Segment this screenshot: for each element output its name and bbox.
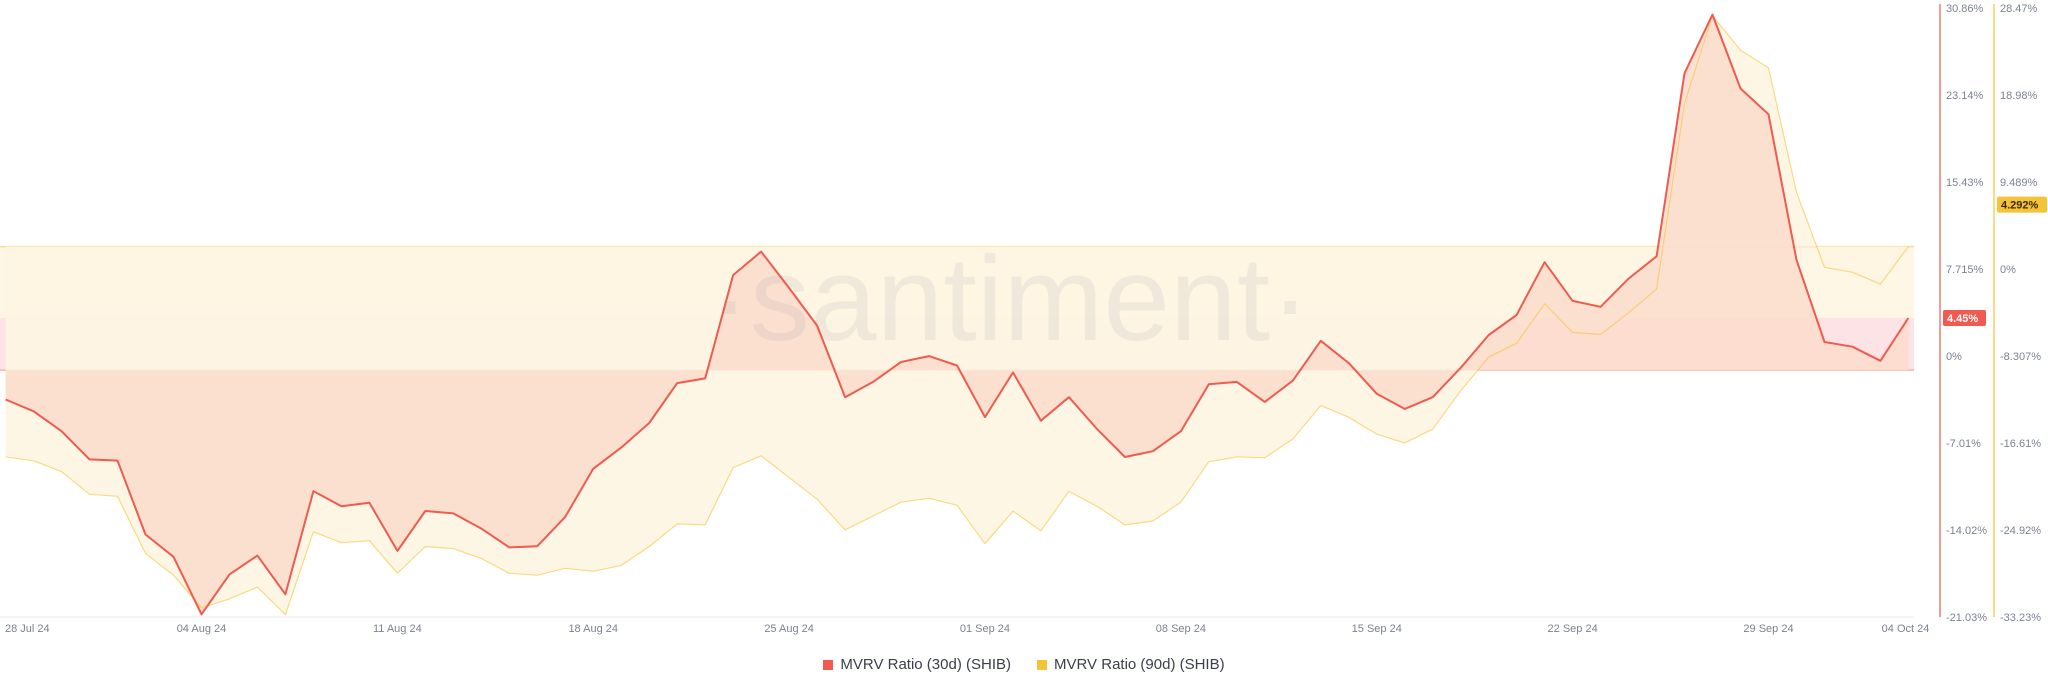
left-tick-label: -7.01% [1946, 438, 1981, 450]
legend-item-90d[interactable]: MVRV Ratio (90d) (SHIB) [1037, 656, 1225, 673]
left-tick-label: 15.43% [1946, 177, 1984, 189]
watermark-text: ·santiment· [710, 232, 1310, 366]
x-tick-label: 01 Sep 24 [960, 623, 1010, 635]
legend-item-30d[interactable]: MVRV Ratio (30d) (SHIB) [823, 656, 1011, 673]
x-tick-label: 11 Aug 24 [373, 623, 422, 635]
right-tick-label: 18.98% [2000, 90, 2038, 102]
right-tick-label: -33.23% [2000, 612, 2041, 624]
legend-label-30d: MVRV Ratio (30d) (SHIB) [840, 656, 1011, 673]
x-tick-label: 15 Sep 24 [1352, 623, 1402, 635]
current-value-30d: 4.45% [1947, 313, 1978, 325]
x-tick-label: 29 Sep 24 [1743, 623, 1793, 635]
left-tick-label: -14.02% [1946, 525, 1987, 537]
right-tick-label: -24.92% [2000, 525, 2041, 537]
current-value-30d-bg [1943, 309, 1986, 326]
right-tick-label: 0% [2000, 264, 2016, 276]
right-tick-label: -16.61% [2000, 438, 2041, 450]
series-line-90d [5, 15, 1909, 616]
x-tick-label: 28 Jul 24 [5, 623, 50, 635]
x-tick-label: 18 Aug 24 [568, 623, 618, 635]
left-tick-label: 30.86% [1946, 3, 1984, 15]
x-tick-label: 25 Aug 24 [764, 623, 814, 635]
x-tick-label: 04 Oct 24 [1882, 623, 1930, 635]
left-tick-label: 23.14% [1946, 90, 1984, 102]
x-tick-label: 22 Sep 24 [1548, 623, 1598, 635]
area-30d [5, 14, 1909, 615]
legend: MVRV Ratio (30d) (SHIB) MVRV Ratio (90d)… [0, 656, 2048, 673]
x-tick-label: 08 Sep 24 [1156, 623, 1206, 635]
left-tick-label: 0% [1946, 351, 1962, 363]
series-line-30d [5, 13, 1910, 616]
x-tick-label: 04 Aug 24 [177, 623, 227, 635]
right-tick-label: -8.307% [2000, 351, 2041, 363]
legend-swatch-90d [1037, 659, 1047, 670]
legend-label-90d: MVRV Ratio (90d) (SHIB) [1054, 656, 1225, 673]
left-tick-label: -21.03% [1946, 612, 1987, 624]
right-tick-label: 28.47% [2000, 3, 2038, 15]
left-tick-label: 7.715% [1946, 264, 1984, 276]
right-tick-label: 9.489% [2000, 177, 2038, 189]
current-value-90d: 4.292% [2001, 200, 2039, 212]
current-value-90d-bg [1997, 196, 2047, 213]
legend-swatch-30d [823, 659, 834, 670]
